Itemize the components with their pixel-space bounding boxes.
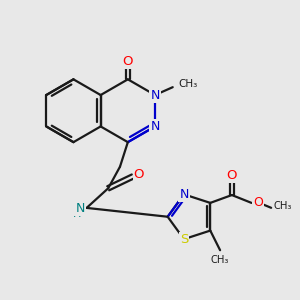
Text: CH₃: CH₃ [178,79,198,89]
Text: O: O [254,196,263,209]
Text: O: O [123,55,133,68]
Text: N: N [150,88,160,101]
Text: H: H [73,209,81,219]
Text: S: S [180,232,188,246]
Text: O: O [134,168,144,181]
Text: N: N [150,120,160,133]
Text: CH₃: CH₃ [211,255,229,265]
Text: N: N [179,188,189,201]
Text: O: O [226,169,237,182]
Text: CH₃: CH₃ [273,201,292,211]
Text: N: N [75,202,85,215]
